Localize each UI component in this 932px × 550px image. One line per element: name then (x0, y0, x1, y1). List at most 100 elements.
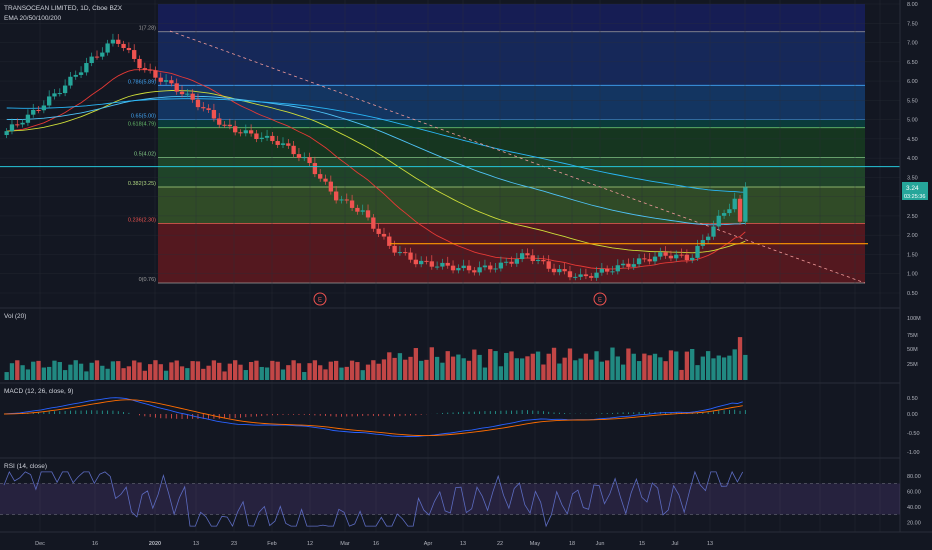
candle (551, 268, 557, 273)
macd-hist-bar (633, 412, 635, 414)
macd-hist-bar (229, 414, 231, 419)
candle (599, 268, 605, 273)
macd-hist-bar (404, 414, 406, 416)
volume-bar (631, 353, 636, 380)
candle (721, 213, 727, 216)
candle (201, 107, 206, 109)
volume-bar (328, 361, 333, 380)
macd-hist-bar (107, 410, 109, 414)
candle (743, 187, 748, 222)
volume-bar (174, 360, 179, 380)
macd-hist-bar (75, 410, 77, 414)
macd-hist-bar (447, 412, 449, 414)
volume-bar (392, 357, 397, 380)
volume-bar (110, 361, 116, 380)
macd-hist-bar (553, 412, 555, 414)
candle (62, 85, 68, 94)
volume-bar (376, 363, 381, 380)
macd-hist-bar (303, 414, 305, 415)
macd-hist-bar (123, 411, 124, 414)
candle (589, 276, 594, 278)
volume-bar (264, 367, 270, 380)
time-axis[interactable]: Dec 16 2020 13 23 Feb 12 Mar 16 Apr 13 22 May 18 Jun 15… (35, 541, 713, 547)
fib-label: 0.382(3.25) (128, 181, 156, 187)
volume-bar (498, 366, 504, 380)
price-axis[interactable]: 8.00 7.50 7.00 6.50 6.00 5.50 5.00 4.50 4.00 3.50… (907, 2, 918, 297)
candle (408, 252, 413, 260)
macd-hist-bar (351, 414, 353, 417)
candle (509, 261, 514, 264)
volume-bar (153, 360, 158, 380)
volume-bar (482, 367, 488, 380)
volume-bar (589, 359, 594, 380)
event-mark-1[interactable]: E (313, 292, 327, 306)
macd-hist-bar (64, 410, 66, 414)
volume-bar (222, 371, 227, 380)
candle (25, 114, 31, 123)
candle (312, 163, 318, 175)
macd-hist-bar (208, 414, 209, 419)
candle (121, 43, 126, 49)
candle (642, 258, 647, 260)
candle (238, 132, 243, 134)
candle (477, 267, 482, 273)
macd-hist-bar (718, 410, 720, 414)
macd-hist-bar (383, 414, 385, 417)
volume-bar (424, 359, 429, 380)
candle (674, 254, 679, 259)
macd-hist-bar (287, 414, 289, 415)
volume-bar (132, 360, 137, 380)
candle (727, 209, 732, 214)
fib-label: 0.5(4.02) (134, 151, 156, 157)
time-tick: 13 (193, 541, 199, 547)
volume-bar (488, 349, 493, 380)
candle (525, 253, 530, 256)
event-mark-2[interactable]: E (593, 292, 607, 306)
volume-bar (658, 357, 663, 380)
macd-hist-bar (128, 412, 130, 414)
macd-hist-bar (309, 414, 310, 415)
macd-hist-bar (558, 412, 560, 414)
macd-hist-bar (394, 414, 395, 417)
volume-bar (711, 358, 716, 380)
macd-hist-bar (479, 411, 481, 414)
macd-hist-bar (729, 410, 730, 414)
candle (493, 268, 498, 270)
candle (291, 145, 296, 155)
volume-bar (227, 363, 233, 380)
volume-bar (541, 364, 546, 380)
volume-bar (705, 351, 711, 380)
candle (116, 39, 121, 44)
volume-bar (743, 354, 748, 380)
candle (296, 154, 302, 158)
volume-bar (116, 361, 121, 380)
macd-hist-bar (649, 412, 651, 414)
candle (264, 135, 270, 138)
volume-bar (307, 363, 312, 380)
macd-hist-bar (362, 414, 364, 416)
horizontal-lines[interactable] (0, 166, 900, 245)
macd-hist-bar (707, 412, 709, 414)
macd-hist-bar (213, 414, 215, 419)
macd-hist-bar (415, 414, 417, 416)
volume-bar (9, 363, 15, 380)
volume-bar (233, 360, 238, 380)
candle (578, 274, 583, 277)
time-tick: May (530, 541, 541, 547)
macd-hist-bar (670, 412, 672, 414)
candle (419, 260, 424, 265)
macd-hist-bar (543, 411, 544, 414)
macd-hist-bar (197, 414, 199, 419)
candle (9, 124, 15, 132)
macd-hist-bar (43, 411, 45, 414)
time-tick: 15 (639, 541, 645, 547)
time-tick: 23 (231, 541, 237, 547)
candle (737, 198, 743, 222)
volume-bar (450, 356, 456, 380)
candle (605, 268, 610, 272)
volume-bar (254, 360, 259, 380)
volume-bar (163, 370, 169, 380)
volume-bar (599, 361, 605, 380)
candle (47, 96, 52, 106)
